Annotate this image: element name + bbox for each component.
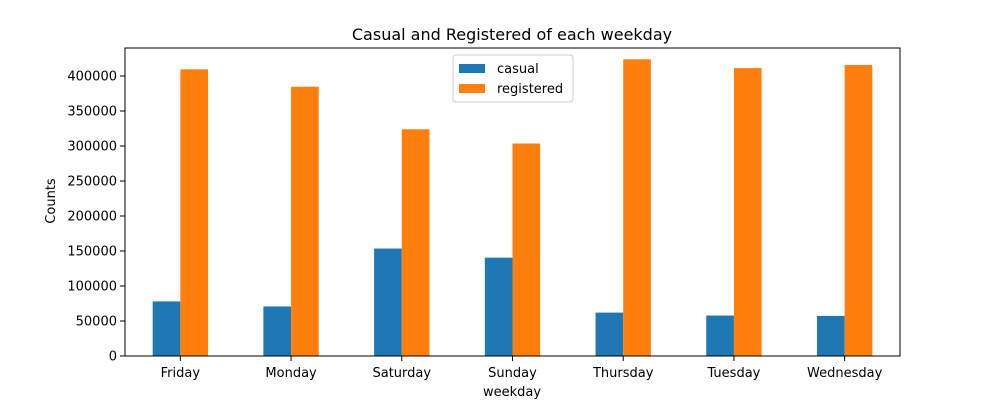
y-tick-label: 0 (109, 350, 117, 365)
bar-casual-tuesday (706, 315, 734, 356)
legend: casual registered (452, 54, 574, 103)
axes-layer: 0 50000 100000 150000 200000 250000 300000 3500… (67, 47, 901, 381)
x-tick-label-sunday: Sunday (488, 366, 537, 381)
y-tick-label: 200000 (67, 210, 117, 225)
chart-title: Casual and Registered of each weekday (352, 25, 672, 44)
x-tick-label-monday: Monday (265, 366, 317, 381)
bar-registered-tuesday (733, 68, 762, 356)
legend-label-casual: casual (497, 62, 539, 77)
bars-layer (152, 59, 873, 357)
bar-casual-monday (263, 306, 292, 356)
y-tick-label: 250000 (67, 175, 117, 190)
bar-registered-monday (291, 86, 319, 357)
bar-registered-wednesday (844, 65, 873, 356)
bar-casual-sunday (484, 257, 513, 356)
legend-swatch-registered (459, 84, 485, 93)
y-axis-label: Counts (44, 178, 59, 224)
bar-registered-saturday (401, 129, 430, 356)
bar-casual-thursday (595, 312, 624, 356)
y-tick-label: 150000 (67, 245, 117, 260)
y-tick-label: 50000 (76, 315, 117, 330)
x-tick-label-friday: Friday (161, 366, 201, 381)
y-tick-label: 100000 (67, 280, 117, 295)
legend-swatch-casual (459, 64, 485, 73)
bar-casual-friday (152, 301, 181, 356)
x-tick-label-tuesday: Tuesday (706, 366, 760, 381)
y-tick-label: 300000 (67, 140, 117, 155)
x-tick-label-wednesday: Wednesday (807, 366, 883, 381)
x-axis-label: weekday (483, 385, 541, 400)
legend-label-registered: registered (497, 82, 563, 97)
bar-registered-friday (180, 69, 209, 356)
x-tick-label-saturday: Saturday (372, 366, 431, 381)
y-tick-label: 400000 (67, 70, 117, 85)
bar-casual-saturday (374, 248, 402, 356)
bar-casual-wednesday (816, 315, 845, 356)
bar-registered-thursday (623, 59, 651, 357)
bar-registered-sunday (512, 143, 541, 356)
y-tick-label: 350000 (67, 105, 117, 120)
x-tick-label-thursday: Thursday (592, 366, 654, 381)
